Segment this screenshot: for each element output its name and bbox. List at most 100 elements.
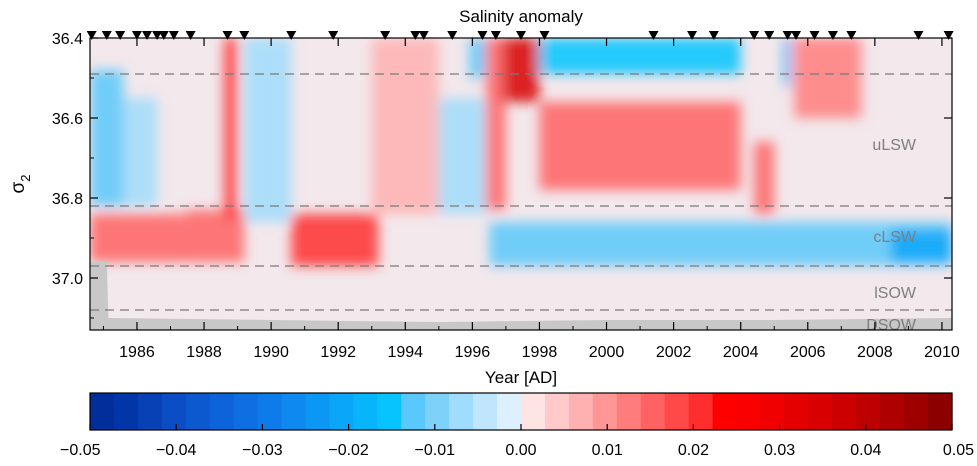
svg-text:σ2: σ2 [8, 175, 33, 194]
anomaly-feature [794, 38, 862, 118]
x-tick-label: 1988 [186, 344, 222, 361]
heatmap-field [90, 38, 952, 330]
colorbar-swatch [832, 393, 857, 430]
chart-title: Salinity anomaly [459, 7, 583, 26]
anomaly-feature [754, 142, 775, 214]
colorbar-swatch [928, 393, 953, 430]
sample-marker [185, 31, 196, 40]
sample-marker [101, 31, 112, 40]
colorbar-swatch [760, 393, 785, 430]
anomaly-feature [539, 102, 741, 190]
sample-marker [782, 31, 793, 40]
colorbar-tick-label: −0.04 [156, 442, 197, 459]
colorbar-swatch [353, 393, 378, 430]
colorbar-swatch [880, 393, 905, 430]
colorbar-swatch [449, 393, 474, 430]
colorbar-swatch [616, 393, 642, 430]
sample-marker [286, 31, 297, 40]
anomaly-feature [123, 98, 158, 206]
colorbar-swatch [281, 393, 307, 430]
sample-marker [158, 31, 169, 40]
sample-marker [222, 31, 233, 40]
anomaly-feature [502, 38, 540, 102]
anomaly-feature [485, 38, 506, 210]
y-tick-label: 36.6 [52, 111, 83, 128]
y-tick-label: 36.8 [52, 191, 83, 208]
x-tick-label: 1992 [320, 344, 356, 361]
colorbar-swatch [808, 393, 833, 430]
sample-marker [687, 31, 698, 40]
colorbar-tick-label: 0.03 [764, 442, 795, 459]
x-tick-label: 2008 [857, 344, 893, 361]
colorbar-swatch [592, 393, 618, 430]
colorbar-swatch [640, 393, 666, 430]
colorbar-swatch [712, 393, 738, 430]
x-axis-label: Year [AD] [485, 368, 557, 387]
sample-markers [86, 31, 954, 40]
anomaly-feature [187, 210, 245, 262]
x-tick-label: 1998 [522, 344, 558, 361]
colorbar-swatch [233, 393, 259, 430]
colorbar-swatch [257, 393, 283, 430]
colorbar-swatch [736, 393, 762, 430]
anomaly-feature-layer [90, 38, 952, 266]
sample-marker [115, 31, 126, 40]
sample-marker [410, 31, 421, 40]
anomaly-feature [469, 38, 486, 78]
colorbar-swatch [544, 393, 570, 430]
colorbar-swatch [90, 393, 115, 430]
anomaly-feature [539, 38, 741, 74]
sample-marker [418, 31, 429, 40]
x-tick-label: 2000 [589, 344, 625, 361]
colorbar-swatch [521, 393, 546, 430]
sample-marker [168, 31, 179, 40]
colorbar-swatch [568, 393, 594, 430]
colorbar-swatch [209, 393, 235, 430]
sample-marker [846, 31, 857, 40]
x-tick-label: 2004 [723, 344, 759, 361]
colorbar-tick-label: 0.05 [943, 442, 974, 459]
sample-marker [447, 31, 458, 40]
colorbar-swatch [329, 393, 354, 430]
water-mass-boundaries [90, 73, 952, 311]
colorbar-tick-label: −0.05 [60, 442, 101, 459]
x-tick-label: 1990 [253, 344, 289, 361]
colorbar-swatch [185, 393, 211, 430]
sample-marker [490, 31, 501, 40]
colorbar-swatch [137, 393, 163, 430]
colorbar-tick-label: −0.01 [415, 442, 456, 459]
anomaly-feature [891, 230, 952, 262]
sample-marker [328, 31, 339, 40]
sample-marker [380, 31, 391, 40]
colorbar: −0.05 −0.04 −0.03 −0.02 −0.01 0.00 0.01 0.02 0.0… [60, 392, 974, 459]
sample-marker [239, 31, 250, 40]
colorbar-swatch [497, 393, 522, 430]
colorbar-swatch [401, 393, 426, 430]
water-mass-label: uLSW [872, 137, 916, 154]
anomaly-feature [438, 98, 486, 214]
x-tick-label: 2010 [924, 344, 960, 361]
colorbar-tick-label: 0.01 [592, 442, 623, 459]
x-tick-label: 2006 [790, 344, 826, 361]
colorbar-swatch [856, 393, 881, 430]
sample-marker [913, 31, 924, 40]
colorbar-tick-label: 0.04 [850, 442, 881, 459]
y-tick-label: 37.0 [52, 271, 83, 288]
colorbar-tick-label: −0.02 [328, 442, 369, 459]
y-axis: 36.4 36.6 36.8 37.0 [52, 31, 952, 319]
colorbar-swatch [377, 393, 402, 430]
water-mass-label: DSOW [866, 317, 917, 334]
water-mass-label: lSOW [874, 285, 917, 302]
colorbar-swatch [688, 393, 714, 430]
anomaly-feature [90, 70, 124, 206]
sample-marker [943, 31, 954, 40]
colorbar-swatch [784, 393, 809, 430]
y-tick-label: 36.4 [52, 31, 83, 48]
anomaly-feature [784, 38, 792, 86]
no-data-mask [90, 262, 952, 330]
x-tick-label: 2002 [656, 344, 692, 361]
sample-marker [708, 31, 719, 40]
sample-marker [791, 31, 802, 40]
colorbar-swatch [664, 393, 690, 430]
water-mass-label: cLSW [873, 229, 917, 246]
